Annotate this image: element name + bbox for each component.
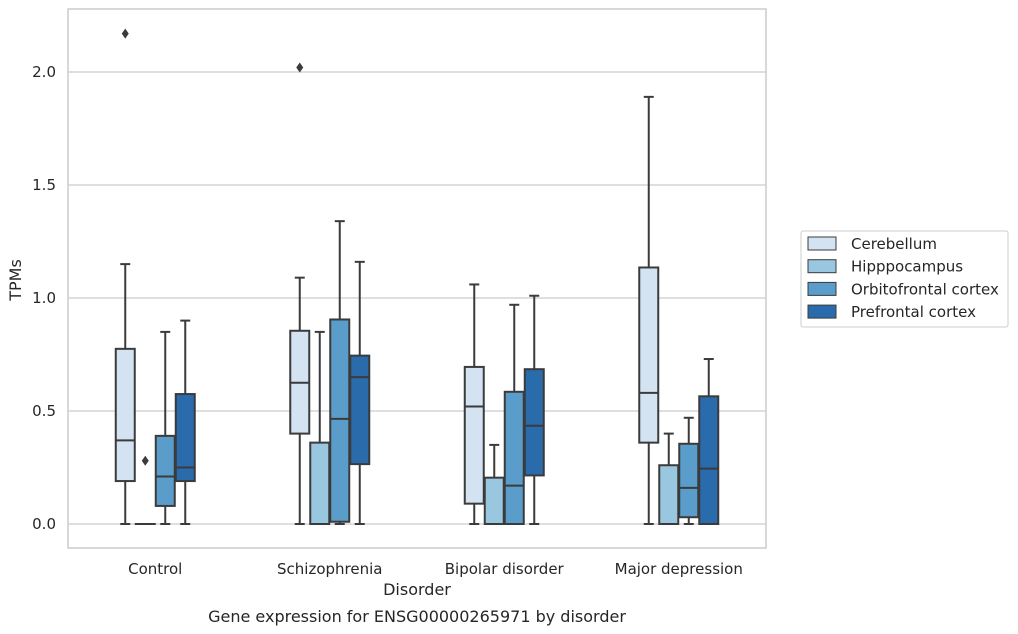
x-tick-label: Control	[128, 560, 182, 578]
box-series	[114, 28, 720, 526]
legend-label: Hipppocampus	[851, 258, 963, 276]
box-body	[349, 354, 371, 466]
box-orbitofrontal-cortex	[154, 330, 176, 525]
box-prefrontal-cortex	[523, 294, 545, 525]
legend-frame	[800, 230, 1009, 328]
box-cerebellum	[463, 283, 485, 525]
figure-caption: Gene expression for ENSG00000265971 by d…	[208, 607, 626, 626]
y-tick-label: 0.0	[32, 515, 56, 533]
legend-label: Orbitofrontal cortex	[851, 280, 999, 298]
legend-swatch	[807, 259, 837, 274]
box-orbitofrontal-cortex	[503, 303, 525, 526]
legend-swatch	[807, 281, 837, 296]
y-axis-title: TPMs	[6, 259, 25, 302]
legend: Cerebellum Hipppocampus Orbitofrontal cort…	[800, 230, 1009, 328]
box-hipppocampus	[483, 443, 505, 526]
box-cerebellum	[289, 62, 311, 525]
outlier-point	[296, 62, 304, 73]
box-body	[309, 441, 331, 526]
x-tick-label: Schizophrenia	[277, 560, 382, 578]
outlier-point	[141, 455, 149, 466]
legend-swatch	[807, 236, 837, 251]
y-tick-label: 2.0	[32, 63, 56, 81]
box-body	[174, 393, 196, 483]
legend-label: Cerebellum	[851, 235, 937, 253]
box-body	[483, 476, 505, 526]
y-tick-label: 1.0	[32, 289, 56, 307]
y-tick-label: 0.5	[32, 402, 56, 420]
box-hipppocampus	[134, 455, 156, 526]
box-hipppocampus	[658, 432, 680, 525]
box-body	[329, 318, 351, 523]
box-body	[638, 266, 660, 444]
y-tick-labels: 0.0 0.5 1.0 1.5 2.0	[32, 63, 56, 533]
box-prefrontal-cortex	[349, 260, 371, 525]
box-cerebellum	[114, 28, 136, 525]
box-prefrontal-cortex	[698, 358, 720, 525]
outlier-point	[121, 28, 129, 39]
plot-frame	[67, 8, 767, 549]
box-body	[463, 365, 485, 505]
box-hipppocampus	[309, 330, 331, 526]
box-orbitofrontal-cortex	[678, 416, 700, 525]
x-tick-label: Bipolar disorder	[445, 560, 565, 578]
box-body	[503, 390, 525, 526]
x-tick-label: Major depression	[615, 560, 743, 578]
x-tick-labels: Control Schizophrenia Bipolar disorder Majo…	[128, 560, 743, 578]
box-body	[698, 395, 720, 525]
x-axis-title: Disorder	[383, 580, 451, 599]
box-body	[678, 442, 700, 519]
box-prefrontal-cortex	[174, 319, 196, 525]
box-body	[658, 464, 680, 525]
box-body	[523, 368, 545, 477]
y-tick-label: 1.5	[32, 176, 56, 194]
box-cerebellum	[638, 95, 660, 525]
legend-label: Prefrontal cortex	[851, 303, 976, 321]
box-body	[154, 434, 176, 507]
box-body	[114, 347, 136, 483]
legend-swatch	[807, 304, 837, 319]
box-orbitofrontal-cortex	[329, 220, 351, 525]
